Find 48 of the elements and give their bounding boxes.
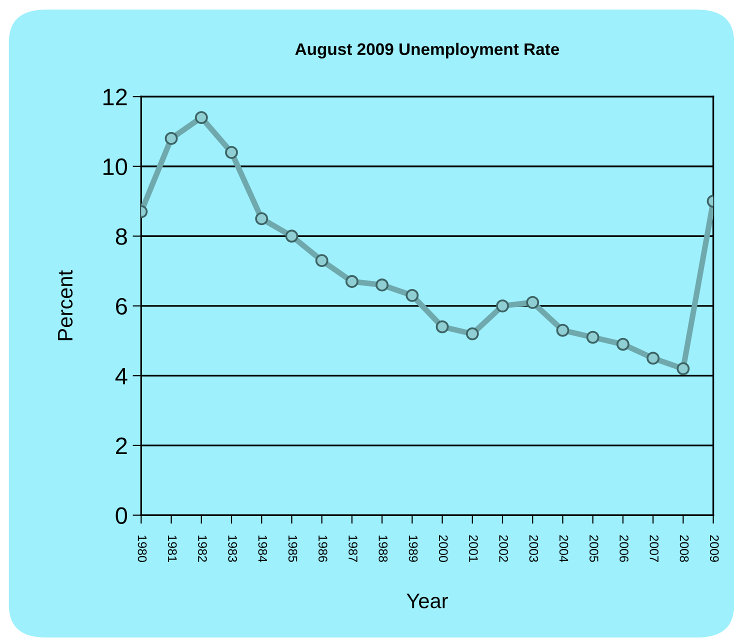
point xyxy=(676,362,690,376)
y-axis-title: Percent xyxy=(58,270,73,340)
x-tick-label: 2005 xyxy=(589,535,598,562)
point xyxy=(586,330,600,344)
point xyxy=(225,146,238,159)
x-tick-label: 2001 xyxy=(469,535,478,562)
x-tick-label: 1981 xyxy=(168,536,177,562)
x-tick-label: 1983 xyxy=(228,536,237,562)
point xyxy=(526,296,540,309)
x-tick-label: 1985 xyxy=(288,536,298,562)
x-tick-label: 1988 xyxy=(378,536,388,562)
y-tick-label: 8 xyxy=(116,228,127,245)
x-axis-title: Year xyxy=(406,594,448,608)
x-tick-label: 2006 xyxy=(620,535,628,562)
chart-title: August 2009 Unemployment Rate xyxy=(295,42,560,58)
point xyxy=(285,230,298,243)
y-tick-label: 0 xyxy=(116,507,128,524)
point xyxy=(496,299,509,312)
y-tick-label: 2 xyxy=(116,438,127,454)
point xyxy=(406,288,419,302)
x-tick-label: 1987 xyxy=(348,536,358,562)
x-tick-label: 2004 xyxy=(559,535,568,562)
point xyxy=(255,212,268,226)
point xyxy=(436,320,449,334)
point xyxy=(194,111,208,124)
point xyxy=(315,254,328,268)
point xyxy=(345,275,358,288)
x-tick-label: 1980 xyxy=(138,536,147,562)
point xyxy=(164,132,178,145)
point xyxy=(556,324,570,337)
point xyxy=(616,338,630,351)
x-tick-label: 1984 xyxy=(258,536,268,562)
point xyxy=(646,352,660,365)
x-tick-label: 2000 xyxy=(438,535,448,562)
x-tick-label: 2003 xyxy=(529,535,538,562)
y-tick-label: 4 xyxy=(115,368,128,384)
x-tick-label: 2002 xyxy=(499,535,508,562)
y-tick-label: 10 xyxy=(104,158,128,176)
point xyxy=(376,278,389,292)
y-tick-label: 12 xyxy=(104,88,127,106)
x-tick-label: 1986 xyxy=(318,536,328,562)
x-tick-label: 2007 xyxy=(650,535,659,562)
x-tick-label: 1989 xyxy=(408,536,418,562)
x-tick-label: 2008 xyxy=(680,535,689,562)
point xyxy=(466,327,479,340)
y-tick-label: 6 xyxy=(116,298,127,315)
x-tick-label: 2009 xyxy=(710,535,719,562)
x-tick-label: 1982 xyxy=(198,536,207,562)
